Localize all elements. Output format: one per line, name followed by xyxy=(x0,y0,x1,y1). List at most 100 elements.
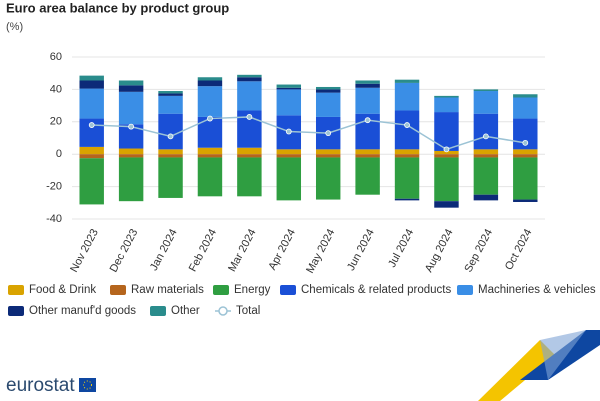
bar-segment xyxy=(394,157,420,199)
bar-segment xyxy=(197,77,223,81)
legend-item[interactable]: Energy xyxy=(213,284,271,296)
legend-swatch xyxy=(8,285,24,295)
total-point xyxy=(167,133,174,140)
legend-label: Total xyxy=(236,305,260,317)
x-tick-label: Dec 2023 xyxy=(108,227,141,274)
bar-segment xyxy=(394,149,420,155)
total-point xyxy=(364,117,371,124)
legend-item[interactable]: Machineries & vehicles xyxy=(457,284,596,296)
total-line xyxy=(91,116,526,151)
bar-segment xyxy=(276,149,302,155)
bar-segment xyxy=(118,154,144,158)
y-tick-label: -20 xyxy=(46,181,62,193)
legend-item[interactable]: Raw materials xyxy=(110,284,204,296)
chart-subtitle: (%) xyxy=(6,21,23,33)
logo: eurostat xyxy=(6,375,75,396)
total-point xyxy=(482,133,489,140)
bar-segment xyxy=(237,77,262,82)
bar-segment xyxy=(355,154,380,158)
bar-segment xyxy=(434,95,459,98)
bar-segment xyxy=(355,157,380,195)
x-tick-label: Jul 2024 xyxy=(386,227,416,269)
bar-segment xyxy=(473,113,499,150)
decoration xyxy=(478,330,600,401)
bar-segment xyxy=(315,92,341,117)
bar-segment xyxy=(158,91,183,94)
legend-swatch xyxy=(110,285,126,295)
bar-segment xyxy=(473,91,499,114)
legend-swatch xyxy=(150,306,166,316)
total-point xyxy=(285,128,292,135)
bar-segment xyxy=(434,154,459,158)
bar-segment xyxy=(473,89,499,92)
bar-segment xyxy=(197,147,223,155)
bar-segment xyxy=(158,113,183,150)
bar-segment xyxy=(118,148,144,155)
bar-segment xyxy=(513,199,538,202)
bar-segment xyxy=(394,79,420,83)
bar-segment xyxy=(197,86,223,117)
bar-segment xyxy=(158,149,183,155)
bar-segment xyxy=(79,158,104,205)
bar-segment xyxy=(434,157,459,202)
total-point xyxy=(207,115,213,122)
bar-segment xyxy=(513,154,538,158)
legend-swatch xyxy=(457,285,473,295)
legend-swatch xyxy=(8,306,24,316)
x-tick-label: Jun 2024 xyxy=(345,227,377,273)
x-tick-label: Mar 2024 xyxy=(226,227,258,274)
bar-segment xyxy=(276,157,302,201)
bar-segment xyxy=(473,149,499,155)
legend-swatch xyxy=(213,285,229,295)
x-tick-label: May 2024 xyxy=(304,227,337,275)
bar-segment xyxy=(237,74,262,78)
bar-segment xyxy=(237,81,262,111)
bar-segment xyxy=(158,154,183,158)
total-point xyxy=(325,130,332,137)
eu-flag xyxy=(79,378,96,392)
x-tick-label: Aug 2024 xyxy=(423,227,456,274)
bar-segment xyxy=(197,157,223,197)
legend-item[interactable]: Total xyxy=(215,305,260,317)
bar-segment xyxy=(434,150,459,155)
x-tick-label: Sep 2024 xyxy=(462,227,495,274)
x-tick-label: Jan 2024 xyxy=(148,227,180,273)
bar-segment xyxy=(513,97,538,119)
total-point xyxy=(404,122,410,128)
bar-segment xyxy=(434,201,459,208)
bar-segment xyxy=(513,149,538,155)
legend-item[interactable]: Other manuf'd goods xyxy=(8,305,136,317)
legend-item[interactable]: Chemicals & related products xyxy=(280,284,451,296)
bar-segment xyxy=(237,154,262,158)
bar-segment xyxy=(434,97,459,113)
legend-item[interactable]: Food & Drink xyxy=(8,284,96,296)
total-point xyxy=(128,123,135,130)
bar-segment xyxy=(434,112,459,151)
bar-segment xyxy=(315,89,341,93)
bar-segment xyxy=(513,157,538,200)
legend-label: Food & Drink xyxy=(29,284,96,296)
y-tick-label: 60 xyxy=(50,51,62,63)
bar-segment xyxy=(118,157,144,202)
x-tick-label: Apr 2024 xyxy=(266,227,298,272)
bar-segment xyxy=(79,146,104,155)
legend-label: Chemicals & related products xyxy=(301,284,451,296)
legend-label: Raw materials xyxy=(131,284,204,296)
legend-label: Other xyxy=(171,305,200,317)
bar-segment xyxy=(158,95,183,114)
bar-segment xyxy=(118,80,144,86)
bar-segment xyxy=(197,116,223,148)
bar-segment xyxy=(158,93,183,96)
legend-label: Machineries & vehicles xyxy=(478,284,596,296)
x-tick-label: Oct 2024 xyxy=(503,227,535,272)
bar-segment xyxy=(473,194,499,201)
eu-stars xyxy=(83,380,92,390)
x-tick-label: Feb 2024 xyxy=(187,227,219,274)
bar-segment xyxy=(355,149,380,155)
legend-label: Other manuf'd goods xyxy=(29,305,136,317)
chart-title: Euro area balance by product group xyxy=(6,0,229,15)
bar-segment xyxy=(355,83,380,88)
legend-item[interactable]: Other xyxy=(150,305,200,317)
bar-segment xyxy=(394,154,420,158)
